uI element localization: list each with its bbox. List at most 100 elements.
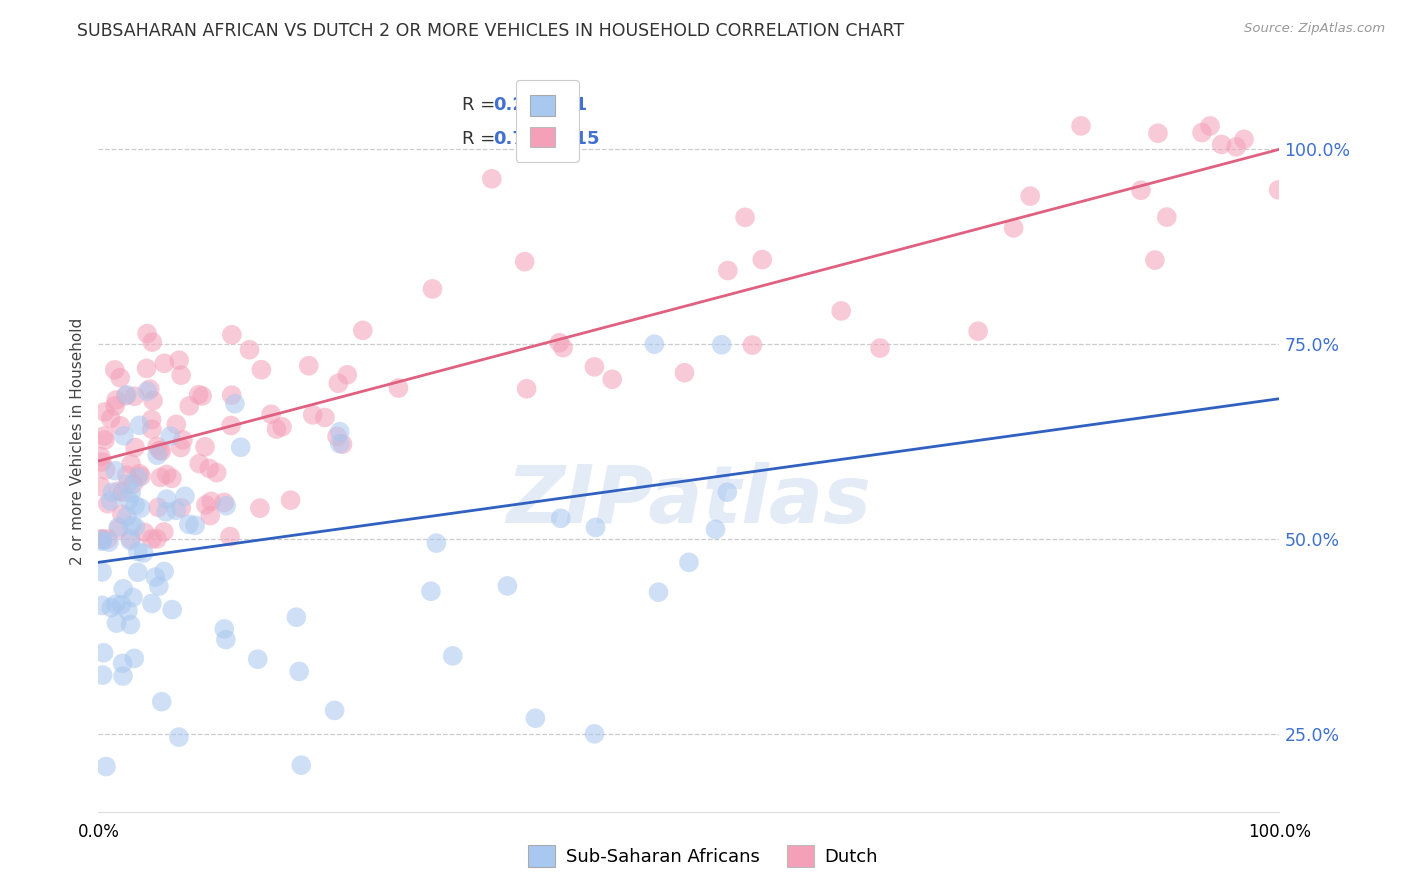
Point xyxy=(150,695,173,709)
Point xyxy=(124,441,146,455)
Text: SUBSAHARAN AFRICAN VS DUTCH 2 OR MORE VEHICLES IN HOUSEHOLD CORRELATION CHART: SUBSAHARAN AFRICAN VS DUTCH 2 OR MORE VE… xyxy=(77,22,904,40)
Point xyxy=(215,499,238,513)
Point xyxy=(91,565,114,579)
Point xyxy=(139,382,162,396)
Point xyxy=(1211,137,1233,152)
Point xyxy=(165,503,187,517)
Point xyxy=(323,703,346,717)
Point xyxy=(329,425,352,439)
Text: N=: N= xyxy=(533,130,579,148)
Point xyxy=(221,327,243,342)
Point xyxy=(419,584,441,599)
Point xyxy=(100,411,122,425)
Point xyxy=(1233,132,1256,146)
Point xyxy=(128,418,150,433)
Point xyxy=(741,338,763,352)
Point xyxy=(93,646,115,660)
Point xyxy=(148,579,170,593)
Point xyxy=(153,565,176,579)
Point xyxy=(1225,140,1247,154)
Point xyxy=(91,668,114,682)
Point xyxy=(114,389,136,403)
Point xyxy=(141,597,163,611)
Point xyxy=(93,405,115,419)
Point xyxy=(143,570,166,584)
Point xyxy=(524,711,547,725)
Point xyxy=(124,651,146,665)
Text: 81: 81 xyxy=(562,95,588,113)
Point xyxy=(100,600,122,615)
Point xyxy=(869,341,891,355)
Point xyxy=(141,335,163,350)
Point xyxy=(516,382,538,396)
Point xyxy=(271,420,294,434)
Point xyxy=(124,520,146,534)
Point xyxy=(214,495,236,509)
Point xyxy=(91,533,114,547)
Point xyxy=(751,252,773,267)
Point xyxy=(111,485,134,500)
Point xyxy=(167,353,190,368)
Point xyxy=(678,555,700,569)
Y-axis label: 2 or more Vehicles in Household: 2 or more Vehicles in Household xyxy=(70,318,86,566)
Point xyxy=(1156,210,1178,224)
Point xyxy=(153,524,176,539)
Point xyxy=(91,534,114,549)
Point xyxy=(266,422,288,436)
Point xyxy=(583,359,606,374)
Point xyxy=(1019,189,1042,203)
Point xyxy=(122,591,145,605)
Point xyxy=(177,517,200,532)
Point xyxy=(290,758,312,772)
Point xyxy=(352,323,374,337)
Point xyxy=(1070,119,1092,133)
Point xyxy=(551,341,574,355)
Text: 115: 115 xyxy=(562,130,600,148)
Point xyxy=(1199,119,1222,133)
Point xyxy=(550,511,572,525)
Point xyxy=(105,616,128,631)
Point xyxy=(127,566,149,580)
Point xyxy=(288,665,311,679)
Point xyxy=(107,522,129,536)
Point xyxy=(194,498,217,512)
Point xyxy=(170,500,193,515)
Point xyxy=(1002,221,1025,235)
Point xyxy=(124,389,146,403)
Point xyxy=(94,433,117,447)
Point xyxy=(115,509,138,524)
Point xyxy=(214,622,236,636)
Point xyxy=(198,461,221,475)
Point xyxy=(1147,126,1170,140)
Point xyxy=(90,455,112,469)
Point xyxy=(165,417,187,432)
Point xyxy=(105,392,128,407)
Point xyxy=(129,501,152,516)
Point xyxy=(717,263,740,277)
Point xyxy=(249,501,271,516)
Point xyxy=(238,343,260,357)
Point xyxy=(191,389,214,403)
Point xyxy=(110,418,132,433)
Point xyxy=(1129,183,1152,197)
Point xyxy=(110,598,132,612)
Point xyxy=(129,469,152,483)
Point xyxy=(120,617,142,632)
Point xyxy=(112,582,135,596)
Point xyxy=(117,477,139,491)
Point xyxy=(1143,253,1166,268)
Point xyxy=(94,759,117,773)
Point xyxy=(280,493,302,508)
Point xyxy=(548,335,571,350)
Point xyxy=(97,532,120,546)
Point xyxy=(141,412,163,426)
Point xyxy=(170,441,193,455)
Point xyxy=(194,440,217,454)
Point xyxy=(150,444,173,458)
Point xyxy=(101,485,124,500)
Point xyxy=(104,464,127,478)
Point xyxy=(90,480,112,494)
Point xyxy=(200,508,222,523)
Point xyxy=(100,494,122,508)
Point xyxy=(167,730,190,744)
